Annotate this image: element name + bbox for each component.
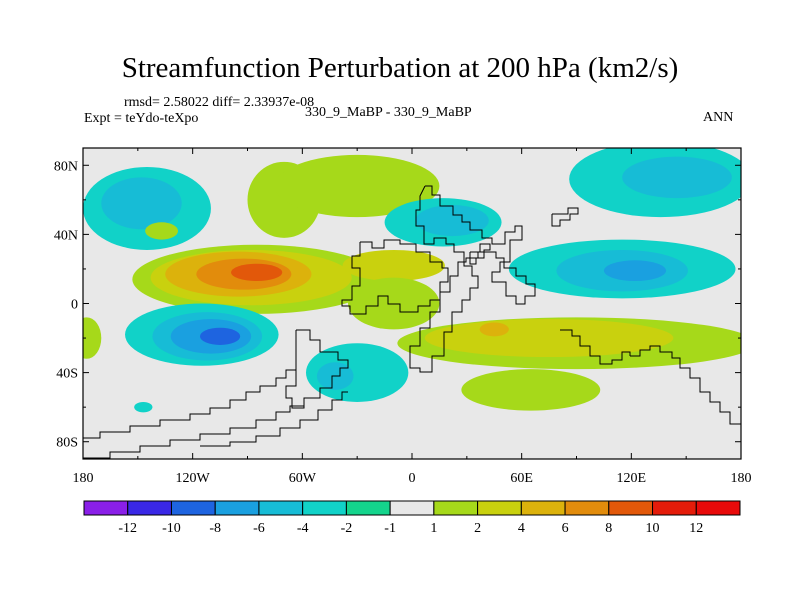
contour-southern-positive-level4: [479, 322, 509, 337]
colorbar-swatch: [389, 500, 435, 516]
contour-asia-negative-center: [603, 260, 667, 282]
x-tick-label: 60W: [289, 471, 317, 486]
coastline-1: [341, 239, 449, 315]
colorbar-label: -6: [253, 521, 265, 536]
coastline-5: [630, 345, 741, 425]
colorbar-label: 12: [689, 521, 703, 536]
experiment-text: Expt = teYdo-teXpo: [84, 111, 199, 126]
x-tick-label: 180: [73, 471, 94, 486]
contour-south-pacific-negative-center: [199, 327, 241, 345]
colorbar-label: 4: [518, 521, 525, 536]
x-tick-label: 60E: [510, 471, 533, 486]
y-tick-label: 40S: [56, 367, 78, 382]
coastline-9: [200, 391, 348, 447]
season-text: ANN: [703, 110, 734, 125]
contour-subtropical-positive-level8: [231, 263, 283, 282]
colorbar-swatch: [345, 500, 391, 516]
colorbar-swatch: [302, 500, 347, 516]
colorbar-label: 6: [562, 521, 569, 536]
colorbar-label: -8: [209, 521, 221, 536]
y-tick-label: 80N: [54, 159, 78, 174]
chart-title: Streamfunction Perturbation at 200 hPa (…: [121, 52, 679, 84]
colorbar-label: -12: [118, 521, 137, 536]
x-tick-label: 120E: [617, 471, 647, 486]
contour-small-positive-patch: [145, 222, 179, 240]
colorbar-swatch: [433, 500, 479, 516]
case-text: 330_9_MaBP - 330_9_MaBP: [305, 105, 472, 120]
coastline-6: [560, 329, 631, 365]
colorbar-label: 2: [474, 521, 481, 536]
y-tick-label: 0: [71, 298, 78, 313]
colorbar-label: 10: [646, 521, 660, 536]
colorbar-swatch: [520, 500, 566, 516]
colorbar-swatch: [477, 500, 522, 516]
contour-southern-positive-lobe: [461, 369, 601, 411]
colorbar-swatch: [258, 500, 304, 516]
colorbar-swatch: [564, 500, 610, 516]
y-tick-label: 80S: [56, 436, 78, 451]
colorbar-swatch: [214, 500, 260, 516]
contour-west-edge-positive: [83, 317, 102, 359]
colorbar-swatch: [83, 500, 129, 516]
colorbar-label: -1: [384, 521, 396, 536]
colorbar-label: -2: [341, 521, 353, 536]
x-tick-label: 0: [409, 471, 416, 486]
contour-north-pacific-negative-core: [622, 156, 732, 199]
x-tick-label: 120W: [176, 471, 211, 486]
colorbar-label: 1: [430, 521, 437, 536]
x-tick-label: 180: [731, 471, 752, 486]
colorbar-label: -4: [297, 521, 309, 536]
colorbar-swatch: [127, 500, 172, 516]
coastline-4: [469, 243, 491, 265]
coastline-7: [83, 369, 296, 439]
coastline-8: [83, 398, 305, 459]
contour-small-negative-patch: [134, 401, 153, 413]
contour-southern-positive-level2: [424, 319, 674, 358]
y-tick-label: 40N: [54, 228, 78, 243]
coastline-2: [285, 329, 349, 409]
colorbar-swatch: [170, 500, 216, 516]
colorbar-swatch: [652, 500, 697, 516]
contour-north-america-negative-core: [101, 177, 182, 230]
colorbar-swatch: [695, 500, 741, 516]
colorbar-swatch: [608, 500, 654, 516]
coastline-0: [409, 185, 536, 373]
contour-europe-negative-core: [415, 205, 489, 237]
contour-arctic-positive-center: [274, 154, 440, 218]
coastline-3: [551, 207, 579, 227]
stats-text: rmsd= 2.58022 diff= 2.33937e-08: [124, 95, 315, 110]
colorbar-label: -10: [162, 521, 181, 536]
colorbar-label: 8: [605, 521, 612, 536]
contour-atlantic-positive: [342, 249, 445, 282]
